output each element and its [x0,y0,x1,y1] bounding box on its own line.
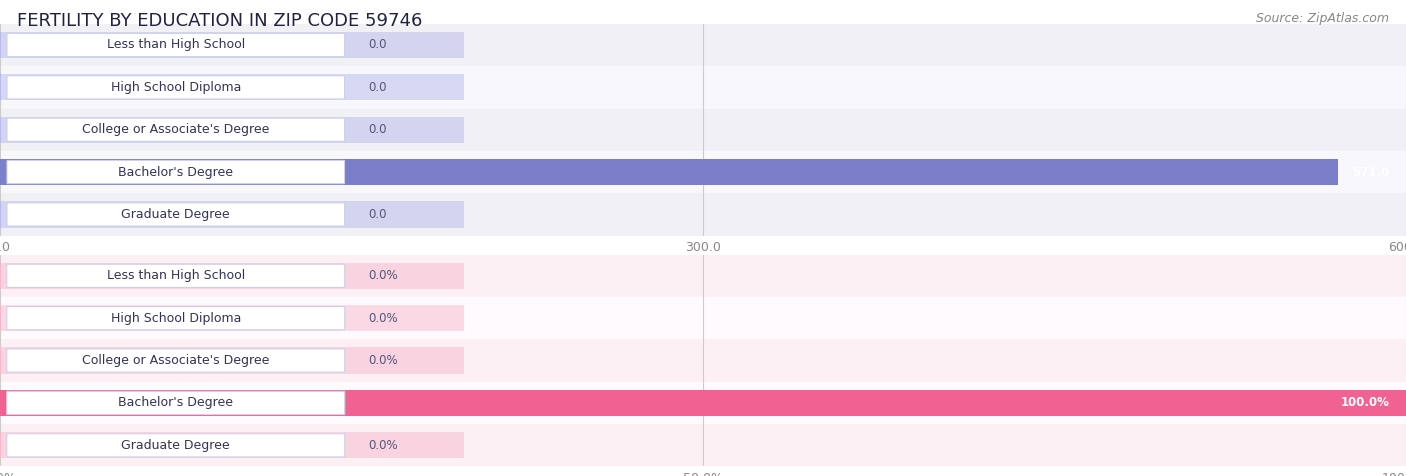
Text: 0.0%: 0.0% [368,439,398,452]
Bar [0,32,464,58]
FancyBboxPatch shape [7,118,344,141]
Text: 100.0%: 100.0% [1340,397,1389,409]
Bar [0,339,1406,382]
Text: Less than High School: Less than High School [107,39,245,51]
Text: Source: ZipAtlas.com: Source: ZipAtlas.com [1256,12,1389,25]
Bar [0,74,464,100]
Bar [0,382,1406,424]
Bar [0,201,464,228]
Bar [0,255,1406,297]
FancyBboxPatch shape [7,434,344,457]
Text: High School Diploma: High School Diploma [111,312,240,325]
FancyBboxPatch shape [7,307,344,330]
Bar [0,117,1,143]
Bar [0,151,1406,193]
FancyBboxPatch shape [7,203,344,226]
Bar [0,159,1339,185]
Bar [0,32,1,58]
Text: College or Associate's Degree: College or Associate's Degree [82,123,270,136]
Bar [0,432,464,458]
Bar [0,297,1406,339]
Text: College or Associate's Degree: College or Associate's Degree [82,354,270,367]
Text: Graduate Degree: Graduate Degree [121,439,231,452]
Text: Bachelor's Degree: Bachelor's Degree [118,166,233,178]
Text: 0.0: 0.0 [368,123,387,136]
Bar [0,201,1,228]
Bar [0,74,1,100]
FancyBboxPatch shape [7,264,344,288]
Text: Graduate Degree: Graduate Degree [121,208,231,221]
Bar [0,263,1,289]
Text: High School Diploma: High School Diploma [111,81,240,94]
FancyBboxPatch shape [7,349,344,372]
Text: 0.0: 0.0 [368,81,387,94]
Bar [0,109,1406,151]
Bar [0,347,464,374]
Text: 0.0: 0.0 [368,208,387,221]
Text: 571.0: 571.0 [1353,166,1389,178]
Text: 0.0%: 0.0% [368,354,398,367]
FancyBboxPatch shape [7,33,344,57]
Bar [0,305,1,331]
FancyBboxPatch shape [7,76,344,99]
Bar [0,347,1,374]
FancyBboxPatch shape [7,391,344,415]
Text: 0.0: 0.0 [368,39,387,51]
Bar [0,24,1406,66]
FancyBboxPatch shape [7,160,344,184]
Bar [0,424,1406,466]
Text: Less than High School: Less than High School [107,269,245,282]
Text: 0.0%: 0.0% [368,312,398,325]
Bar [0,432,1,458]
Bar [0,305,464,331]
Bar [0,390,1406,416]
Bar [0,193,1406,236]
Bar [0,263,464,289]
Text: 0.0%: 0.0% [368,269,398,282]
Text: Bachelor's Degree: Bachelor's Degree [118,397,233,409]
Bar [0,66,1406,109]
Bar [0,117,464,143]
Text: FERTILITY BY EDUCATION IN ZIP CODE 59746: FERTILITY BY EDUCATION IN ZIP CODE 59746 [17,12,422,30]
